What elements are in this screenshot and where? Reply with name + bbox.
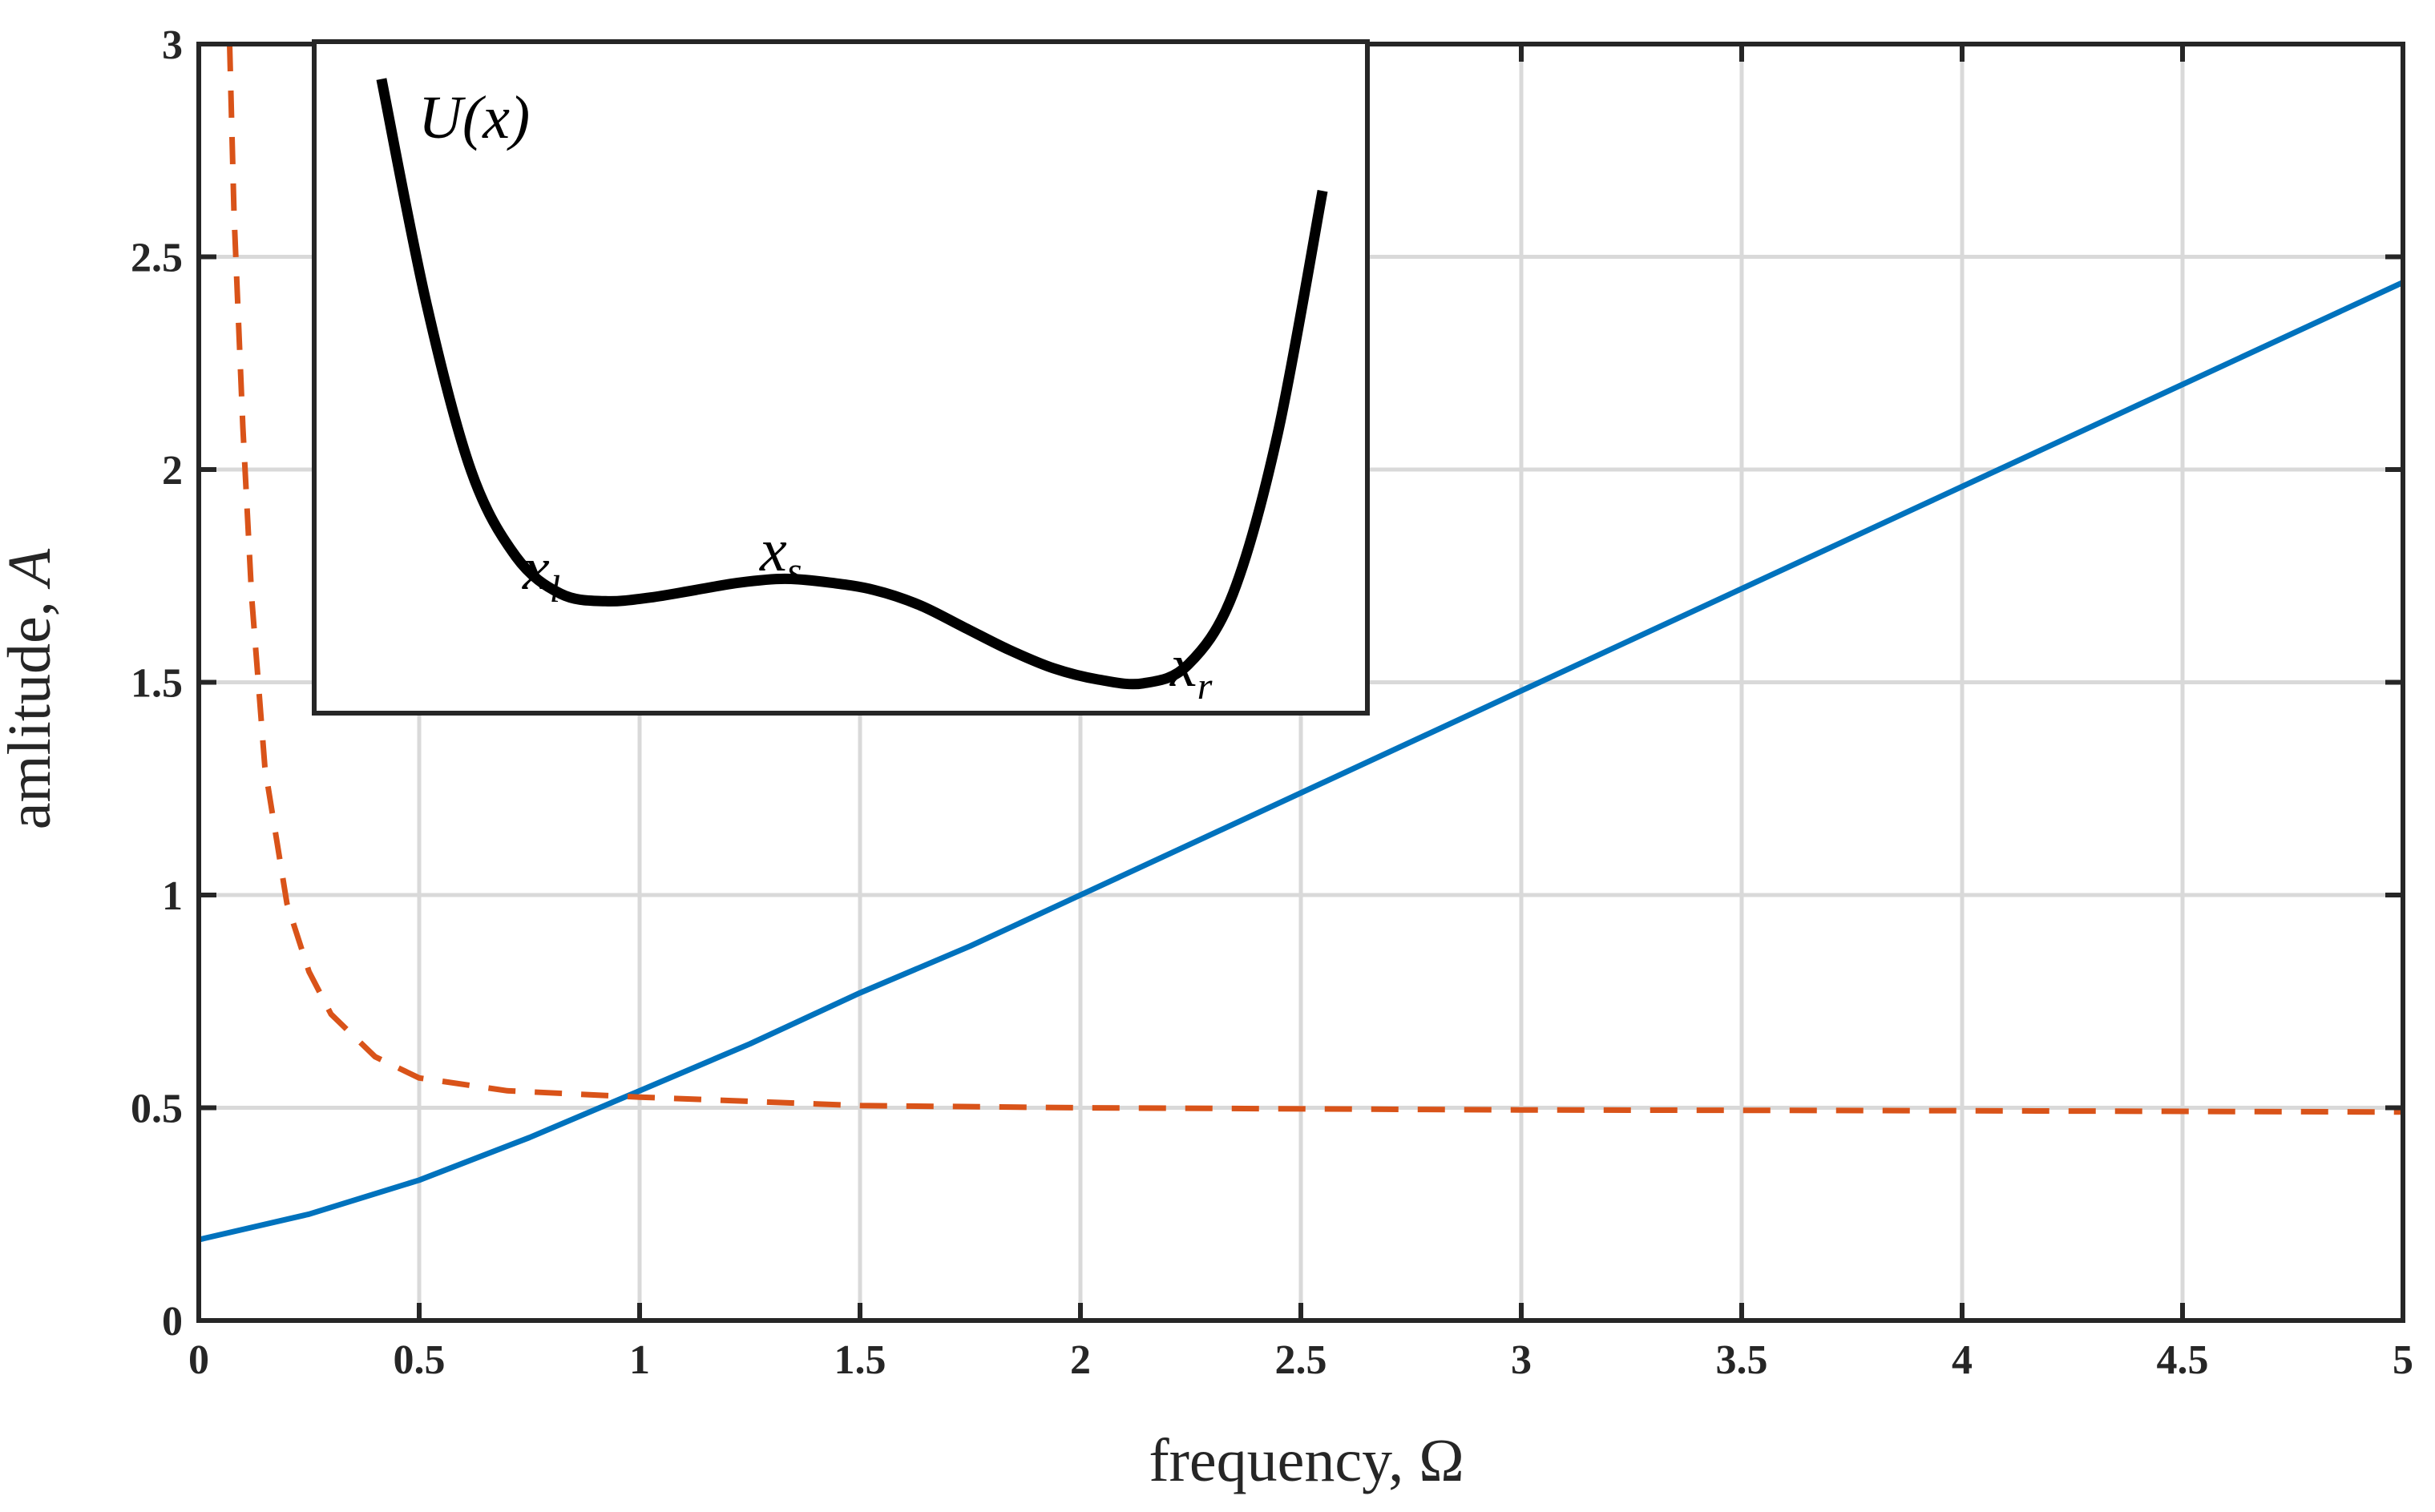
inset-title: U(x): [418, 84, 530, 151]
inset-label-xs: xs: [759, 517, 802, 592]
series-layer: [198, 43, 2405, 1243]
x-tick-label-9: 4.5: [2157, 1337, 2209, 1383]
series-dashed-line: [227, 43, 2404, 1115]
y-tick-label-4: 2: [162, 448, 183, 494]
inset-panel: U(x) xl xs xr: [312, 39, 1370, 716]
x-tick-label-5: 2.5: [1275, 1337, 1327, 1383]
x-axis-label-text: frequency,: [1149, 1427, 1419, 1494]
x-tick-label-2: 1: [629, 1337, 650, 1383]
x-tick-label-6: 3: [1511, 1337, 1532, 1383]
x-tick-label-0: 0: [188, 1337, 209, 1383]
x-axis-label-symbol: Ω: [1419, 1427, 1464, 1494]
x-tick-label-10: 5: [2393, 1337, 2413, 1383]
x-tick-label-8: 4: [1952, 1337, 1973, 1383]
x-tick-label-4: 2: [1070, 1337, 1091, 1383]
inset-potential-curve: [376, 78, 1328, 690]
y-tick-label-1: 0.5: [131, 1087, 183, 1132]
y-tick-label-2: 1: [162, 873, 183, 919]
y-axis-label-text: amlitude,: [0, 586, 63, 829]
y-tick-label-6: 3: [162, 22, 183, 68]
y-axis-label-symbol: A: [0, 548, 63, 590]
x-tick-label-7: 3.5: [1716, 1337, 1768, 1383]
x-axis-label: frequency, Ω: [1149, 1427, 1464, 1494]
x-tick-label-1: 0.5: [394, 1337, 446, 1383]
y-tick-label-0: 0: [162, 1299, 183, 1345]
inset-label-xl: xl: [522, 535, 560, 611]
inset-frame: [312, 39, 1370, 716]
y-axis-label: amlitude, A: [0, 548, 63, 829]
x-tick-label-3: 1.5: [834, 1337, 886, 1383]
series-solid-line: [198, 280, 2405, 1243]
y-tick-label-3: 1.5: [131, 661, 183, 707]
y-tick-label-5: 2.5: [131, 236, 183, 281]
ticks: 0 0.5 1 1.5 2 2.5 3 3.5 4 4.5 5 0 0.5 1 1.5 2 2.5 3: [131, 22, 2413, 1383]
inset-label-xr: xr: [1169, 632, 1213, 708]
